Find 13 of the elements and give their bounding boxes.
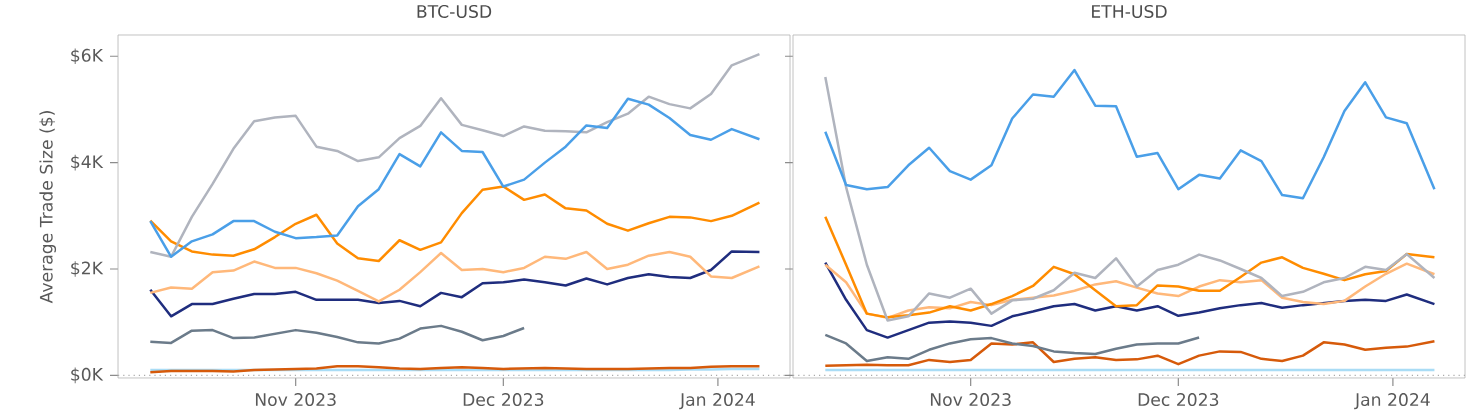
y-tick-label: $2K	[71, 261, 104, 277]
chart-title: BTC-USD	[417, 4, 492, 18]
x-tick-label: Dec 2023	[1138, 393, 1219, 407]
y-tick-label: $6K	[71, 48, 104, 65]
x-tick-label: Jan 2024	[1354, 393, 1430, 410]
x-tick-label: Jan 2024	[679, 393, 755, 410]
x-tick-label: Nov 2023	[255, 393, 336, 407]
x-tick-label: Dec 2023	[463, 393, 544, 407]
x-tick-label: Nov 2023	[930, 393, 1011, 407]
y-axis-title: Average Trade Size ($)	[39, 111, 57, 304]
y-tick-label: $0K	[71, 367, 104, 384]
y-tick-label: $4K	[71, 154, 104, 171]
chart-title: ETH-USD	[1092, 4, 1167, 18]
